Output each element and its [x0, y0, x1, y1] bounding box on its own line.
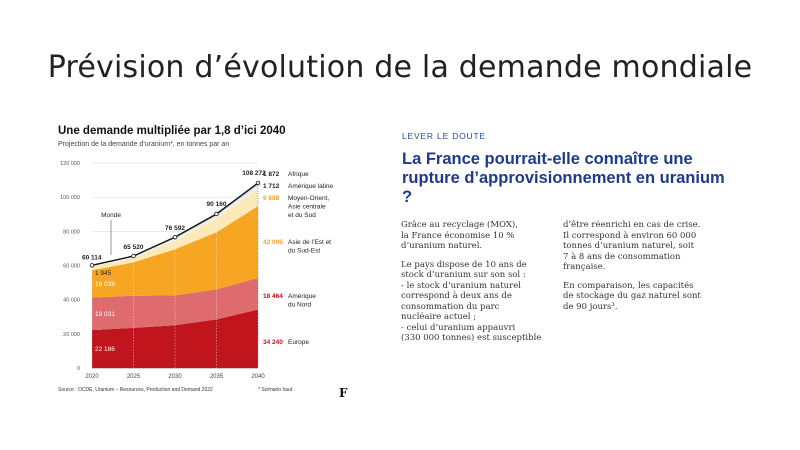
- article-column-1: Grâce au recyclage (MOX), la France écon…: [401, 220, 551, 352]
- chart-title: Une demande multipliée par 1,8 d’ici 204…: [58, 125, 286, 137]
- chart-footnote: * Scénario haut: [258, 387, 293, 393]
- total-value-label: 90 160: [207, 201, 227, 208]
- series-end-label: 1 712: [263, 183, 280, 190]
- text-line: tonnes d’uranium naturel, soit: [563, 241, 695, 251]
- article-column-2: d’être réenrichi en cas de crise. Il cor…: [563, 220, 733, 320]
- series-start-label: 19 031: [95, 311, 115, 318]
- total-value-label: 108 272: [242, 170, 266, 177]
- text-line: correspond à deux ans de: [401, 291, 512, 301]
- text-line: française.: [563, 262, 606, 272]
- series-end-label: 9 888: [263, 195, 280, 202]
- text-line: 7 à 8 ans de consommation: [563, 251, 681, 262]
- text-line: Grâce au recyclage (MOX),: [401, 220, 518, 230]
- legend-series-label: Asie de l’Est et du Sud-Est: [288, 239, 331, 255]
- legend-series-label: Europe: [288, 339, 309, 346]
- chart-subtitle: Projection de la demande d’uranium*, en …: [58, 141, 230, 148]
- y-tick-label: 80 000: [63, 229, 80, 235]
- y-tick-label: 60 000: [63, 264, 80, 270]
- series-start-label: 22 186: [95, 346, 115, 353]
- text-line: nucléaire actuel ;: [401, 312, 477, 322]
- text-line: - celui d’uranium appauvri: [401, 322, 516, 333]
- text-line: (330 000 tonnes) est susceptible: [401, 333, 542, 343]
- text-line: stock d’uranium sur son sol :: [401, 270, 526, 280]
- x-tick-label: 2040: [251, 374, 265, 380]
- total-series-label: Monde: [101, 212, 121, 219]
- text-line: Le pays dispose de 10 ans de: [401, 259, 527, 270]
- legend-series-label: Amérique latine: [288, 183, 334, 190]
- x-tick-label: 2020: [85, 374, 99, 380]
- y-tick-label: 20 000: [63, 332, 80, 338]
- series-end-label: 1 872: [263, 171, 280, 178]
- total-point: [89, 263, 95, 268]
- paragraph: Le pays dispose de 10 ans de stock d’ura…: [401, 260, 551, 344]
- text-line: de stockage du gaz naturel sont: [563, 291, 701, 301]
- legend-series-label: Amérique du Nord: [288, 293, 316, 309]
- text-line: la France économise 10 %: [401, 230, 515, 241]
- text-line: En comparaison, les capacités: [563, 280, 694, 291]
- publisher-logo: F: [339, 386, 348, 400]
- text-line: d’être réenrichi en cas de crise.: [563, 220, 701, 230]
- series-start-label: 16 039: [95, 281, 115, 288]
- x-tick-label: 2030: [168, 374, 182, 380]
- y-tick-label: 120 000: [60, 161, 80, 167]
- total-point: [172, 234, 178, 240]
- total-value-label: 76 592: [165, 225, 185, 232]
- paragraph: d’être réenrichi en cas de crise. Il cor…: [563, 220, 733, 273]
- total-point: [214, 211, 219, 217]
- series-end-label: 18 464: [263, 293, 283, 300]
- legend-series-label: Moyen-Orient, Asie centrale et du Sud: [288, 195, 329, 219]
- series-end-label: 34 240: [263, 339, 283, 346]
- x-tick-label: 2035: [210, 374, 224, 380]
- y-tick-label: 40 000: [63, 298, 80, 304]
- total-value-label: 60 114: [82, 254, 102, 261]
- series-end-label: 42 096: [263, 239, 283, 246]
- paragraph: En comparaison, les capacités de stockag…: [563, 281, 733, 313]
- paragraph: Grâce au recyclage (MOX), la France écon…: [401, 220, 551, 252]
- text-line: de 90 jours³.: [563, 301, 618, 312]
- article-kicker: LEVER LE DOUTE: [402, 131, 486, 141]
- text-line: - le stock d’uranium naturel: [401, 280, 521, 291]
- total-value-label: 65 520: [124, 244, 144, 251]
- x-tick-label: 2025: [127, 374, 141, 380]
- chart-source: Source : OCDE, Uranium – Resources, Prod…: [58, 387, 213, 393]
- text-line: d’uranium naturel.: [401, 241, 483, 251]
- article-question: La France pourrait-elle connaître une ru…: [402, 150, 725, 206]
- y-tick-label: 100 000: [60, 195, 80, 201]
- y-tick-label: 0: [77, 366, 80, 372]
- text-line: Il correspond à environ 60 000: [563, 230, 697, 241]
- series-start-label: 1 945: [95, 270, 112, 277]
- total-point: [131, 253, 136, 259]
- text-line: consommation du parc: [401, 301, 500, 312]
- slide-title: Prévision d’évolution de la demande mond…: [47, 50, 753, 85]
- legend-series-label: Afrique: [288, 171, 309, 178]
